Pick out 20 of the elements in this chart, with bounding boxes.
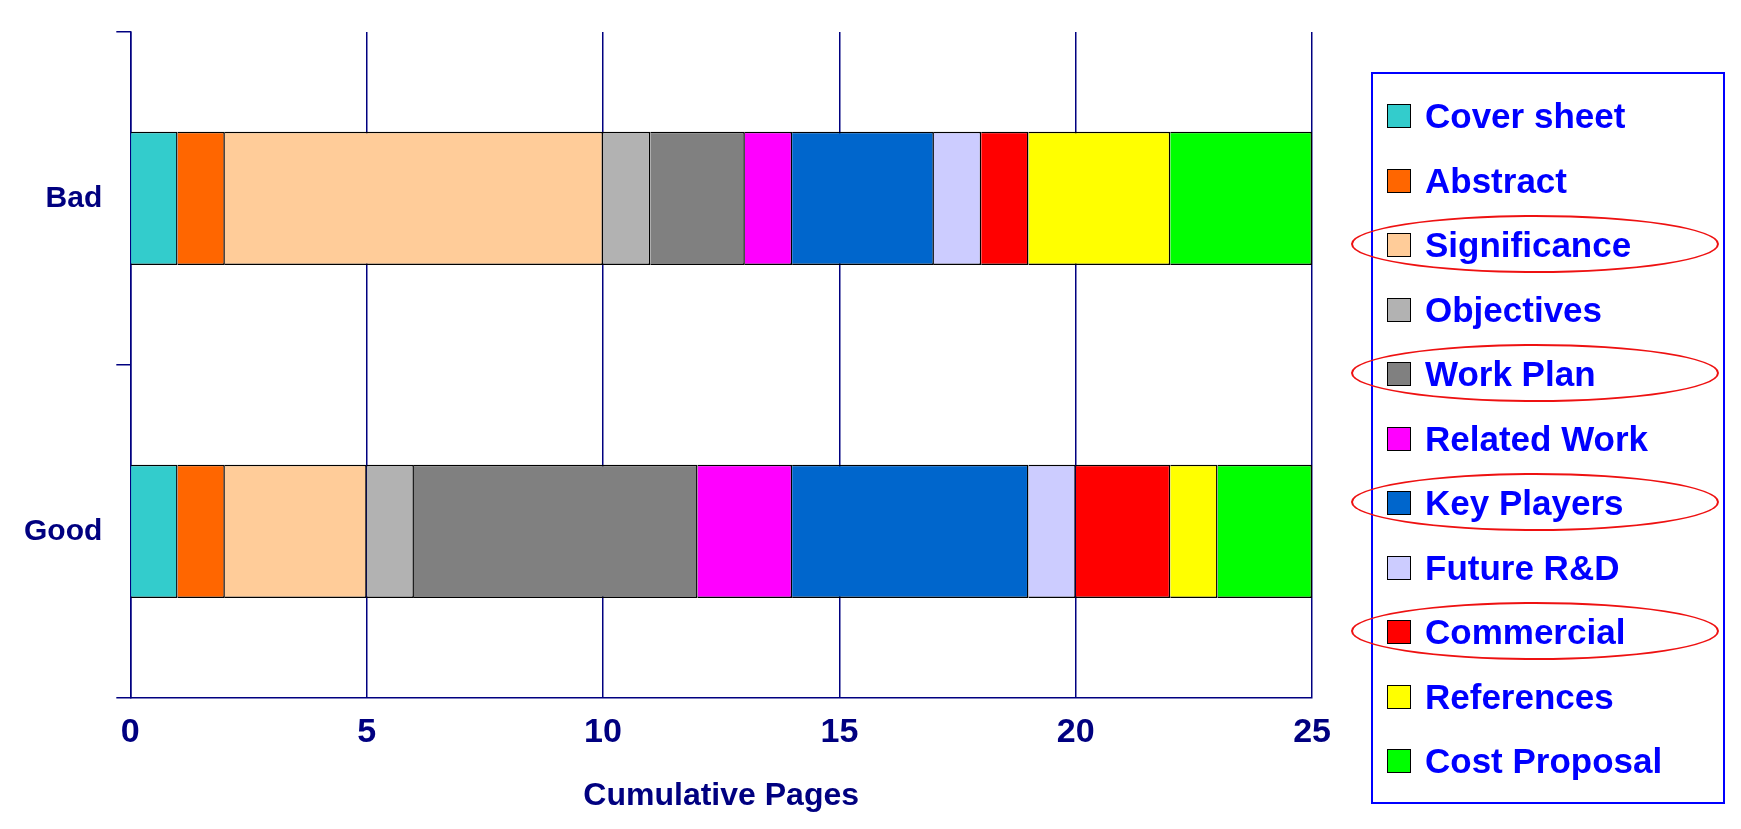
legend-label: Work Plan [1425,354,1596,395]
x-tick-label: 5 [357,710,377,749]
y-tick-label: Bad [45,179,103,213]
legend-label: Future R&D [1425,547,1620,588]
legend-label: Cost Proposal [1425,741,1663,782]
x-tick-label: 15 [820,710,859,749]
legend-label: Abstract [1425,160,1567,201]
legend-label: Cover sheet [1425,96,1626,137]
legend-label: Key Players [1425,483,1624,524]
legend-label: Related Work [1425,418,1649,459]
x-axis-title: Cumulative Pages [583,775,860,812]
x-tick-label: 0 [120,710,140,749]
legend-label: Commercial [1425,612,1626,653]
x-tick-label: 10 [584,710,622,749]
legend-label: Significance [1425,225,1632,266]
legend-label: Objectives [1425,289,1603,330]
x-tick-label: 20 [1056,710,1095,749]
y-tick-label: Good [24,512,103,546]
legend-label: References [1425,676,1614,717]
x-tick-label: 25 [1293,710,1331,749]
